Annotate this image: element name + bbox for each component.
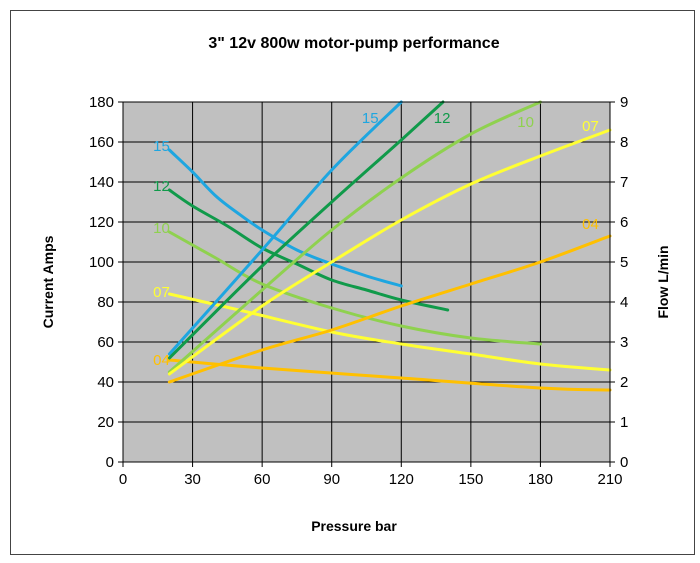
x-tick-label: 60	[254, 471, 271, 488]
current-label-04: 04	[153, 352, 170, 369]
y2-axis-label: Flow L/min	[655, 245, 671, 318]
flow-label-04: 04	[582, 216, 599, 233]
x-tick-label: 180	[528, 471, 553, 488]
current-curve-15	[167, 148, 403, 288]
y2-tick-label: 9	[620, 94, 628, 111]
tick-labels: 0 30 60 90 120 150 180 210020406080100120140160…	[89, 94, 628, 488]
current-label-15: 15	[153, 138, 170, 155]
y-tick-label: 20	[97, 414, 114, 431]
y-tick-label: 80	[97, 294, 114, 311]
y2-tick-label: 0	[620, 454, 628, 471]
y2-tick-label: 4	[620, 294, 628, 311]
x-tick-label: 30	[184, 471, 201, 488]
current-label-07: 07	[153, 284, 170, 301]
y2-tick-label: 6	[620, 214, 628, 231]
y-tick-label: 60	[97, 334, 114, 351]
x-axis-label: Pressure bar	[311, 518, 397, 534]
flow-curve-15	[167, 100, 403, 356]
y-tick-label: 140	[89, 174, 114, 191]
flow-label-10: 10	[517, 114, 534, 131]
y-tick-label: 100	[89, 254, 114, 271]
flow-curve-10	[167, 100, 542, 374]
flow-curve-07	[167, 128, 612, 376]
y-tick-label: 180	[89, 94, 114, 111]
x-tick-label: 120	[389, 471, 414, 488]
performance-chart: 3" 12v 800w motor-pump performance 0 30 60…	[40, 35, 671, 534]
x-tick-label: 90	[323, 471, 340, 488]
current-curve-04	[167, 358, 612, 392]
y2-tick-label: 8	[620, 134, 628, 151]
current-label-12: 12	[153, 178, 170, 195]
chart-title: 3" 12v 800w motor-pump performance	[208, 35, 499, 52]
flow-label-15: 15	[362, 110, 379, 127]
y-tick-label: 40	[97, 374, 114, 391]
y2-tick-label: 3	[620, 334, 628, 351]
chart-frame: 3" 12v 800w motor-pump performance 0 30 60…	[10, 10, 695, 555]
y-tick-label: 160	[89, 134, 114, 151]
y2-tick-label: 2	[620, 374, 628, 391]
y2-tick-label: 1	[620, 414, 628, 431]
y-axis-label: Current Amps	[40, 235, 56, 328]
curve-labels: 15 12 10 07 04 15 12 10 07 04	[153, 110, 599, 369]
x-tick-label: 0	[119, 471, 127, 488]
current-curve-12	[167, 188, 450, 312]
x-tick-label: 210	[597, 471, 622, 488]
series-layer	[167, 100, 612, 392]
flow-curve-12	[167, 100, 445, 360]
flow-label-07: 07	[582, 118, 599, 135]
x-tick-label: 150	[458, 471, 483, 488]
y2-tick-label: 5	[620, 254, 628, 271]
current-label-10: 10	[153, 220, 170, 237]
current-curve-10	[167, 230, 542, 346]
y2-tick-label: 7	[620, 174, 628, 191]
plot-border	[122, 101, 611, 463]
y-tick-label: 0	[106, 454, 114, 471]
y-tick-label: 120	[89, 214, 114, 231]
flow-label-12: 12	[434, 110, 451, 127]
flow-curve-04	[167, 234, 612, 384]
